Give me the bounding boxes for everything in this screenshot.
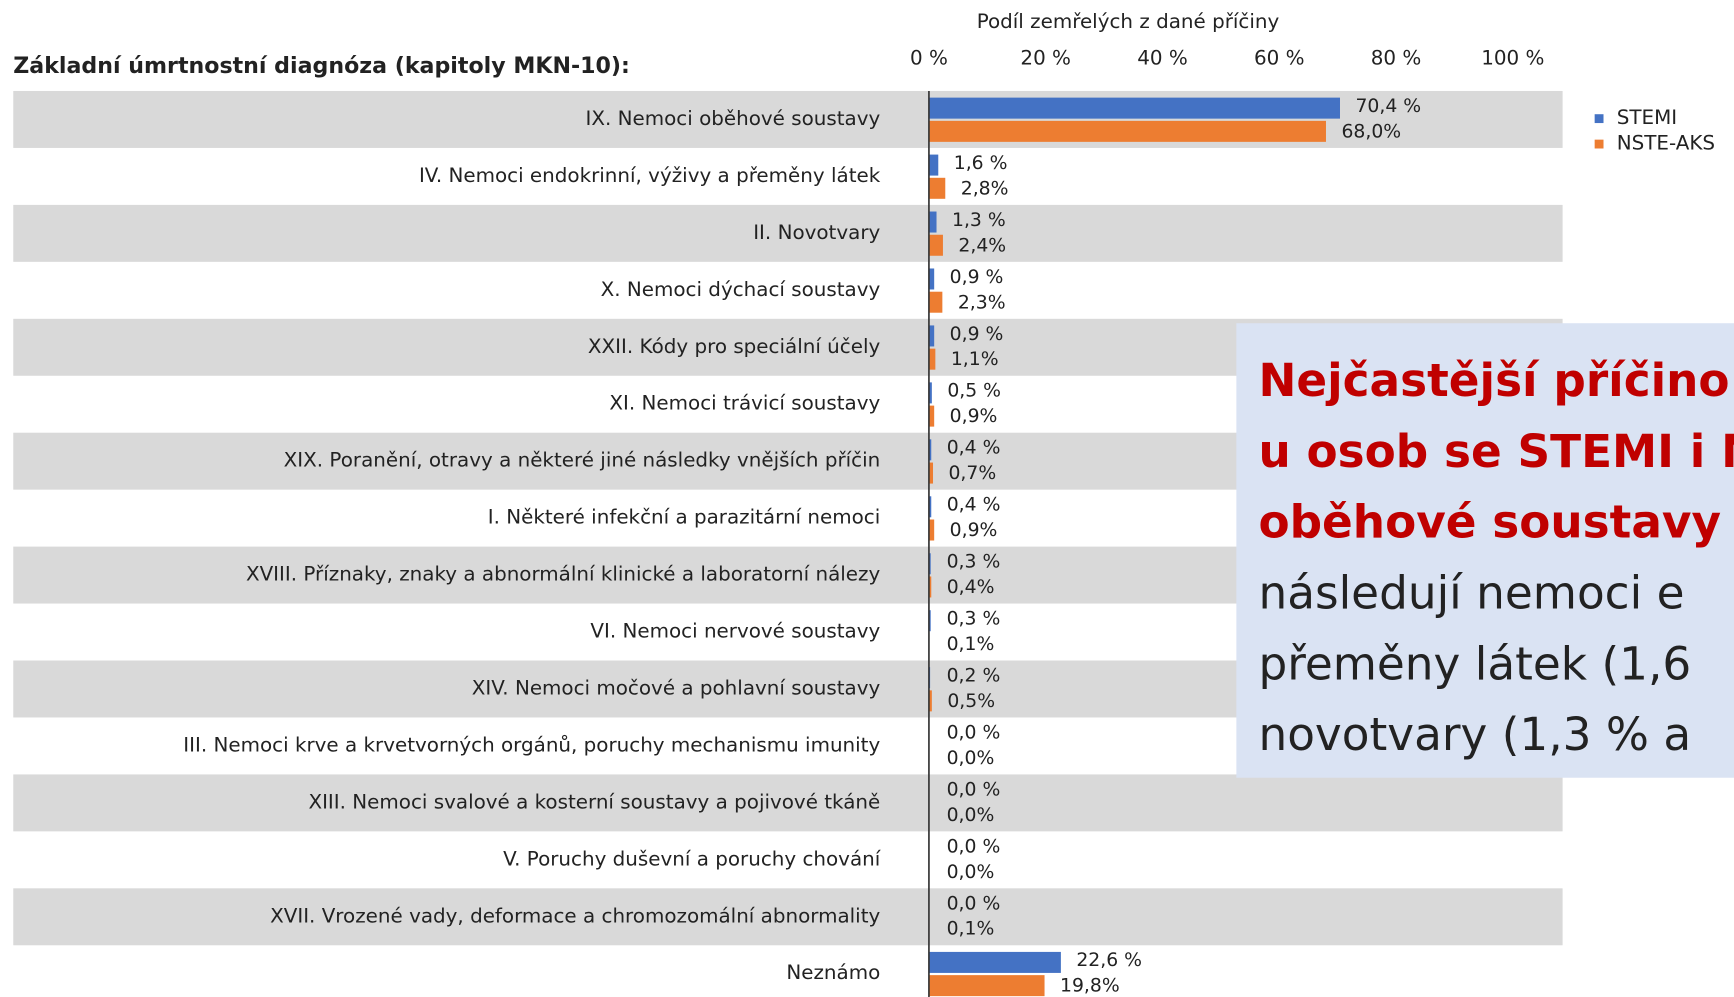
category-label: XVII. Vrozené vady, deformace a chromozo… <box>270 904 880 927</box>
x-tick-label: 80 % <box>1371 46 1422 69</box>
bar <box>928 382 932 404</box>
value-label: 19,8% <box>1060 976 1120 997</box>
bar <box>928 439 932 461</box>
value-label: 0,0 % <box>947 836 1001 857</box>
bar <box>928 405 935 427</box>
row-band <box>13 888 1563 946</box>
value-label: 2,4% <box>958 235 1006 256</box>
annotation-line: novotvary (1,3 % a <box>1258 708 1691 761</box>
value-label: 0,2 % <box>947 665 1001 686</box>
value-label: 0,5% <box>947 691 995 712</box>
row-band <box>13 774 1563 832</box>
value-label: 68,0% <box>1341 121 1401 142</box>
value-label: 1,3 % <box>952 210 1006 231</box>
legend-swatch <box>1594 114 1604 124</box>
value-label: 0,0% <box>947 805 995 826</box>
category-label: II. Novotvary <box>753 221 880 244</box>
value-label: 0,9 % <box>950 267 1004 288</box>
value-label: 70,4 % <box>1355 96 1421 117</box>
category-label: XIII. Nemoci svalové a kosterní soustavy… <box>308 790 880 813</box>
bar <box>928 496 932 518</box>
bar <box>928 519 935 541</box>
value-label: 1,1% <box>951 349 999 370</box>
annotation-line: u osob se STEMI i N <box>1258 425 1734 478</box>
legend-label: STEMI <box>1617 106 1677 129</box>
annotation-line: Nejčastější příčino <box>1258 354 1729 407</box>
value-label: 1,6 % <box>954 153 1008 174</box>
value-label: 0,0 % <box>947 893 1001 914</box>
value-label: 0,1% <box>947 919 995 940</box>
bar <box>928 325 935 347</box>
bar <box>928 576 932 598</box>
category-label: IV. Nemoci endokrinní, výživy a přeměny … <box>419 164 881 187</box>
value-label: 22,6 % <box>1076 950 1142 971</box>
annotation-line: oběhové soustavy <box>1258 496 1721 549</box>
value-label: 0,7% <box>948 463 996 484</box>
value-label: 0,3 % <box>947 552 1001 573</box>
value-label: 0,4 % <box>947 438 1001 459</box>
annotation-line: přeměny látek (1,6 <box>1258 637 1691 690</box>
category-label: Neznámo <box>786 961 880 984</box>
x-tick-label: 40 % <box>1137 46 1188 69</box>
value-label: 0,9% <box>950 520 998 541</box>
legend-label: NSTE-AKS <box>1617 132 1715 155</box>
category-label: V. Poruchy duševní a poruchy chování <box>503 847 882 870</box>
x-tick-label: 60 % <box>1254 46 1305 69</box>
value-label: 0,1% <box>947 634 995 655</box>
bar <box>928 951 1061 973</box>
category-label: XIX. Poranění, otravy a některé jiné nás… <box>284 449 881 472</box>
legend-swatch <box>1594 139 1604 149</box>
bar <box>928 154 939 176</box>
value-label: 0,0% <box>947 748 995 769</box>
x-tick-label: 20 % <box>1020 46 1071 69</box>
value-label: 0,4% <box>947 577 995 598</box>
bar <box>928 211 937 233</box>
category-label: XI. Nemoci trávicí soustavy <box>609 392 880 415</box>
bar <box>928 975 1045 997</box>
bar <box>928 234 943 256</box>
bar <box>928 553 931 575</box>
value-label: 0,0% <box>947 862 995 883</box>
category-label: XXII. Kódy pro speciální účely <box>588 335 881 358</box>
value-label: 2,8% <box>961 178 1009 199</box>
x-tick-label: 100 % <box>1481 46 1544 69</box>
bar <box>928 177 946 199</box>
category-label: IX. Nemoci oběhové soustavy <box>586 107 881 130</box>
chart-title: Základní úmrtnostní diagnóza (kapitoly M… <box>13 53 630 79</box>
bar <box>928 268 935 290</box>
axis-title: Podíl zemřelých z dané příčiny <box>977 10 1280 33</box>
value-label: 2,3% <box>958 292 1006 313</box>
value-label: 0,4 % <box>947 495 1001 516</box>
category-label: VI. Nemoci nervové soustavy <box>590 620 880 643</box>
row-band <box>13 204 1563 262</box>
bar <box>928 97 1340 119</box>
category-label: I. Některé infekční a parazitární nemoci <box>488 506 881 529</box>
annotation-line: následují nemoci e <box>1258 567 1684 620</box>
bar <box>928 348 936 370</box>
value-label: 0,3 % <box>947 609 1001 630</box>
value-label: 0,9% <box>950 406 998 427</box>
value-label: 0,0 % <box>947 722 1001 743</box>
bar <box>928 120 1326 142</box>
category-label: XVIII. Příznaky, znaky a abnormální klin… <box>246 563 881 586</box>
value-label: 0,9 % <box>950 324 1004 345</box>
bar <box>928 291 943 313</box>
bar <box>928 610 931 632</box>
annotation-box <box>1236 323 1734 778</box>
category-label: III. Nemoci krve a krvetvorných orgánů, … <box>183 733 880 756</box>
category-label: XIV. Nemoci močové a pohlavní soustavy <box>472 676 881 699</box>
category-label: X. Nemoci dýchací soustavy <box>601 278 881 301</box>
bar <box>928 690 932 712</box>
value-label: 0,0 % <box>947 779 1001 800</box>
bar <box>928 462 934 484</box>
value-label: 0,5 % <box>947 381 1001 402</box>
x-tick-label: 0 % <box>910 46 948 69</box>
